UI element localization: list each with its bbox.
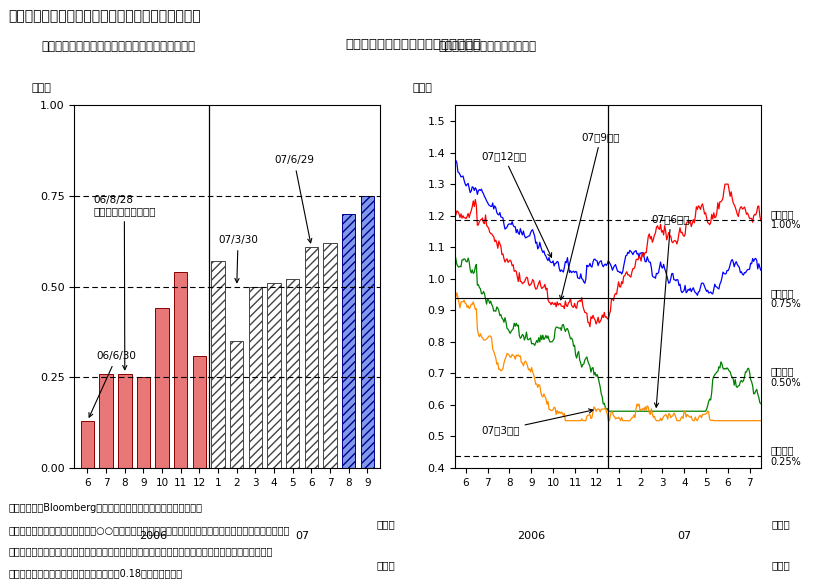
Text: 2006: 2006 [517,531,546,542]
Bar [286,280,299,468]
Text: （２）ユーロ円金利先物の動向: （２）ユーロ円金利先物の動向 [438,40,537,53]
Text: 06/6/30: 06/6/30 [89,351,136,417]
Text: 07: 07 [677,531,691,542]
Bar [342,214,356,468]
Text: 07年12月限: 07年12月限 [481,151,552,257]
Text: ２．（２）で「政策金利○○％」とある系列は、当該政策金利（無担保コールレート（Ｏ／Ｎ）: ２．（２）で「政策金利○○％」とある系列は、当該政策金利（無担保コールレート（Ｏ… [8,525,289,535]
Bar [361,196,374,468]
Text: 2006: 2006 [139,531,167,542]
Bar [212,261,225,468]
Bar [118,374,131,468]
Text: （％）: （％） [412,83,432,93]
Bar [136,377,151,468]
Bar [99,374,112,468]
Text: 緩やかな金利の上昇を織り込んで推移: 緩やかな金利の上昇を織り込んで推移 [346,38,481,51]
Bar [323,243,337,468]
Text: （％）: （％） [31,83,51,93]
Text: （年）: （年） [376,560,395,570]
Text: 07/6/29: 07/6/29 [274,156,314,243]
Text: 07: 07 [295,531,309,542]
Bar [174,272,188,468]
Text: （年）: （年） [772,560,791,570]
Text: 第１－２－１図　政策金利調整に対する市場の見方: 第１－２－１図 政策金利調整に対する市場の見方 [8,9,201,23]
Text: （１）ＯＩＳレートの１ヶ月物フォワードレート: （１）ＯＩＳレートの１ヶ月物フォワードレート [41,40,195,53]
Bar [81,421,94,468]
Text: 政策金利
0.75%: 政策金利 0.75% [771,288,801,309]
Text: 政策金利
1.00%: 政策金利 1.00% [771,209,801,230]
Bar [249,287,262,468]
Text: 07/3/30: 07/3/30 [218,235,258,283]
Text: の誘導目標）に、無担保コールレート（Ｏ／Ｎ）とユーロ円ＴＩＢＯＲのスプレッドが安: の誘導目標）に、無担保コールレート（Ｏ／Ｎ）とユーロ円ＴＩＢＯＲのスプレッドが安 [8,546,273,556]
Text: 07年3月限: 07年3月限 [481,409,593,435]
Text: （備考）１．Bloomberg、みずほ総合研究所資料等により作成。: （備考）１．Bloomberg、みずほ総合研究所資料等により作成。 [8,503,203,513]
Text: 07年6月限: 07年6月限 [652,214,690,407]
Bar [193,356,206,468]
Bar [230,341,243,468]
Text: （月）: （月） [772,519,791,529]
Text: 政策金利
0.50%: 政策金利 0.50% [771,367,801,388]
Text: （月）: （月） [376,519,395,529]
Text: 政策金利
0.25%: 政策金利 0.25% [771,445,801,467]
Text: 06/8/28
（ＣＰＩ基準改定後）: 06/8/28 （ＣＰＩ基準改定後） [93,194,155,370]
Bar [267,283,281,468]
Text: 定していた時期の平均値である0.18を加えたもの。: 定していた時期の平均値である0.18を加えたもの。 [8,568,183,578]
Text: 07年9月限: 07年9月限 [560,132,620,300]
Bar [155,308,169,468]
Bar [304,247,318,468]
